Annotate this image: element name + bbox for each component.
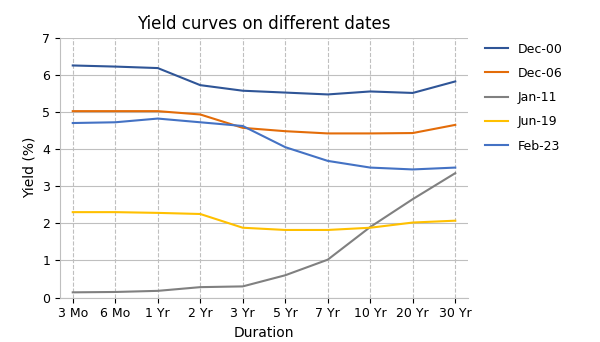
Jan-11 bbox=[112, 290, 119, 294]
Jan-11 bbox=[239, 284, 247, 288]
Feb-23 bbox=[239, 124, 247, 128]
Dec-00 bbox=[197, 83, 204, 87]
Dec-06 bbox=[324, 131, 331, 135]
Jan-11 bbox=[154, 289, 161, 293]
Jun-19 bbox=[112, 210, 119, 214]
Dec-06 bbox=[112, 109, 119, 113]
Dec-06 bbox=[239, 126, 247, 130]
Feb-23 bbox=[154, 117, 161, 121]
X-axis label: Duration: Duration bbox=[234, 326, 294, 340]
Jan-11 bbox=[452, 171, 459, 175]
Dec-06 bbox=[367, 131, 374, 135]
Jan-11 bbox=[197, 285, 204, 289]
Jun-19 bbox=[452, 219, 459, 223]
Dec-00 bbox=[452, 79, 459, 83]
Feb-23 bbox=[281, 145, 289, 149]
Line: Jun-19: Jun-19 bbox=[73, 212, 455, 230]
Jan-11 bbox=[281, 273, 289, 277]
Line: Dec-06: Dec-06 bbox=[73, 111, 455, 133]
Dec-00 bbox=[112, 65, 119, 69]
Feb-23 bbox=[452, 166, 459, 170]
Feb-23 bbox=[197, 120, 204, 124]
Jan-11 bbox=[367, 225, 374, 229]
Jun-19 bbox=[239, 226, 247, 230]
Feb-23 bbox=[367, 166, 374, 170]
Dec-06 bbox=[409, 131, 416, 135]
Dec-06 bbox=[452, 123, 459, 127]
Dec-06 bbox=[281, 129, 289, 133]
Dec-00 bbox=[324, 92, 331, 96]
Y-axis label: Yield (%): Yield (%) bbox=[23, 137, 37, 198]
Title: Yield curves on different dates: Yield curves on different dates bbox=[137, 15, 391, 33]
Feb-23 bbox=[112, 120, 119, 124]
Jun-19 bbox=[281, 228, 289, 232]
Line: Dec-00: Dec-00 bbox=[73, 65, 455, 94]
Jun-19 bbox=[409, 221, 416, 225]
Jan-11 bbox=[409, 197, 416, 201]
Feb-23 bbox=[324, 159, 331, 163]
Jan-11 bbox=[69, 290, 76, 294]
Dec-00 bbox=[154, 66, 161, 70]
Jun-19 bbox=[197, 212, 204, 216]
Dec-06 bbox=[154, 109, 161, 113]
Dec-06 bbox=[197, 113, 204, 117]
Line: Jan-11: Jan-11 bbox=[73, 173, 455, 292]
Jun-19 bbox=[324, 228, 331, 232]
Jun-19 bbox=[367, 226, 374, 230]
Dec-00 bbox=[409, 91, 416, 95]
Line: Feb-23: Feb-23 bbox=[73, 119, 455, 169]
Feb-23 bbox=[69, 121, 76, 125]
Dec-00 bbox=[69, 63, 76, 67]
Jun-19 bbox=[69, 210, 76, 214]
Jan-11 bbox=[324, 258, 331, 262]
Jun-19 bbox=[154, 211, 161, 215]
Feb-23 bbox=[409, 167, 416, 171]
Dec-06 bbox=[69, 109, 76, 113]
Legend: Dec-00, Dec-06, Jan-11, Jun-19, Feb-23: Dec-00, Dec-06, Jan-11, Jun-19, Feb-23 bbox=[480, 38, 568, 158]
Dec-00 bbox=[281, 91, 289, 95]
Dec-00 bbox=[367, 89, 374, 93]
Dec-00 bbox=[239, 89, 247, 93]
